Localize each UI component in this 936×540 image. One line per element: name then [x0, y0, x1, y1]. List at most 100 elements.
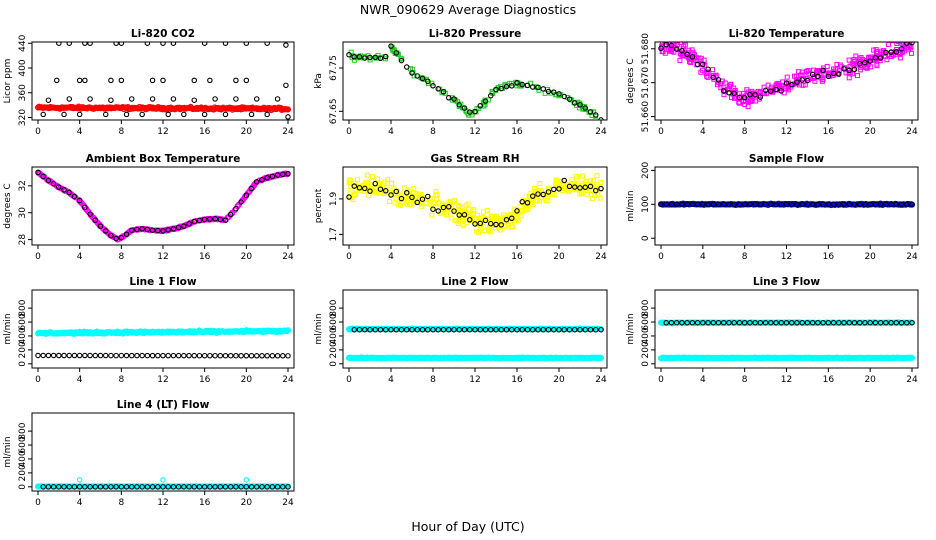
y-tick-label: 200 — [641, 341, 651, 358]
data-point-raw — [536, 87, 542, 93]
data-point-average — [356, 54, 363, 60]
data-point-raw — [681, 43, 687, 49]
data-point-average — [403, 64, 410, 70]
data-point-raw — [476, 230, 482, 236]
panel-data — [346, 43, 604, 120]
data-point-average — [274, 96, 281, 102]
x-tick-label: 20 — [864, 252, 876, 262]
y-tick-label: 400 — [18, 450, 28, 467]
data-point-average — [888, 319, 894, 326]
data-point-average — [76, 111, 83, 118]
data-point-average — [731, 319, 737, 326]
data-point-average — [196, 484, 203, 490]
y-tick-label: 0 — [641, 361, 651, 367]
data-point-average — [799, 319, 805, 326]
data-point-average — [50, 181, 57, 187]
data-point-raw — [467, 210, 473, 216]
data-point-average — [788, 201, 795, 208]
data-point-average — [160, 77, 166, 84]
data-point-raw — [370, 187, 376, 193]
x-tick-label: 4 — [388, 375, 394, 385]
x-tick-label: 4 — [77, 375, 83, 385]
data-point-average — [498, 222, 504, 228]
data-point-average — [825, 319, 832, 326]
data-point-average — [804, 201, 811, 208]
data-point-raw — [375, 176, 381, 182]
data-point-average — [836, 319, 842, 326]
data-point-average — [108, 232, 114, 239]
data-point-raw — [401, 196, 407, 202]
data-point-average — [201, 42, 208, 46]
data-point-average — [186, 352, 192, 359]
data-point-average — [118, 234, 125, 241]
data-point-average — [409, 194, 415, 201]
data-point-average — [846, 67, 852, 74]
data-point-average — [684, 319, 690, 326]
data-point-average — [898, 201, 905, 208]
data-point-raw — [378, 190, 384, 196]
data-point-average — [705, 201, 711, 208]
y-tick-label: 440 — [18, 34, 28, 51]
x-tick-label: 16 — [199, 252, 211, 262]
data-point-raw — [524, 203, 530, 209]
data-point-average — [872, 201, 879, 208]
data-point-average — [409, 70, 415, 76]
panel-data — [657, 319, 916, 362]
data-point-average — [191, 97, 198, 103]
data-point-average — [170, 96, 177, 102]
data-point-average — [514, 80, 520, 86]
data-point-average — [264, 353, 270, 359]
x-tick-label: 8 — [430, 127, 436, 137]
data-point-average — [487, 220, 494, 227]
data-point-average — [757, 201, 764, 208]
x-tick-label: 24 — [906, 127, 918, 137]
data-point-average — [35, 169, 41, 176]
data-point-average — [445, 95, 452, 101]
x-tick-label: 4 — [700, 127, 706, 137]
data-point-average — [540, 86, 546, 92]
panel-4: 0 4 8 12 16 20 24 28 30 32 degrees C Ambient Box Te… — [3, 153, 295, 262]
x-tick-label: 20 — [241, 375, 253, 385]
data-point-average — [377, 186, 384, 192]
y-axis-label: degrees C — [626, 58, 636, 103]
data-point-average — [61, 352, 67, 359]
y-tick-label: 200 — [641, 162, 651, 179]
data-point-raw — [814, 70, 820, 76]
data-point-average — [545, 88, 552, 95]
data-point-raw — [518, 213, 524, 219]
data-point-average — [351, 183, 357, 189]
x-tick-label: 20 — [241, 127, 253, 137]
data-point-average — [248, 484, 255, 490]
data-point-average — [201, 484, 208, 490]
x-tick-label: 20 — [864, 127, 876, 137]
data-point-average — [207, 77, 213, 84]
data-point-average — [403, 189, 410, 196]
data-point-average — [540, 191, 546, 198]
x-tick-label: 20 — [553, 252, 565, 262]
data-point-average — [217, 216, 224, 223]
data-point-average — [577, 326, 583, 333]
data-point-average — [493, 326, 499, 333]
data-point-average — [867, 319, 873, 326]
data-point-average — [862, 201, 868, 208]
data-point-average — [556, 326, 562, 333]
data-point-average — [577, 102, 583, 108]
data-point-average — [196, 352, 203, 359]
data-point-average — [97, 223, 104, 229]
data-point-average — [430, 83, 436, 89]
data-point-raw — [352, 180, 358, 186]
x-tick-label: 0 — [35, 252, 41, 262]
data-point-average — [804, 77, 811, 84]
data-point-average — [815, 201, 821, 208]
data-point-average — [165, 227, 171, 233]
data-point-average — [123, 111, 130, 118]
data-point-average — [830, 319, 837, 326]
data-point-average — [118, 352, 125, 359]
data-point-average — [82, 42, 88, 46]
data-point-raw — [794, 77, 800, 83]
data-point-average — [217, 352, 224, 359]
data-point-average — [477, 220, 483, 227]
data-point-raw — [499, 219, 505, 225]
data-point-average — [280, 484, 286, 490]
